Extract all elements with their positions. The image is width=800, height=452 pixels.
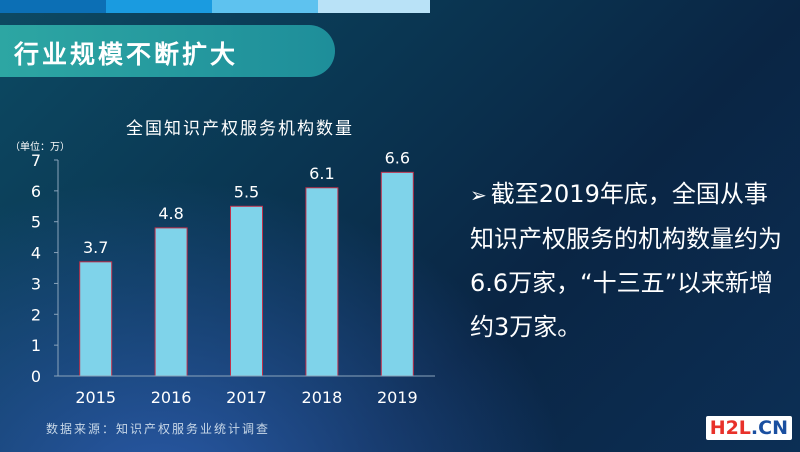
bar-2019: [380, 171, 414, 377]
data-source-note: 数据来源：知识产权服务业统计调查: [46, 422, 271, 436]
bar-2018: [305, 187, 339, 377]
x-tick-label-2016: 2016: [151, 388, 192, 407]
x-tick-label-2015: 2015: [75, 388, 116, 407]
y-tick-label: 3: [31, 274, 41, 293]
x-tick-label-2019: 2019: [377, 388, 418, 407]
data-label-2019: 6.6: [385, 148, 410, 167]
bar-chart: 全国知识产权服务机构数量 （单位：万） 0 1 2 3 4 5 6 7 3.7 4.8 5.5 6.…: [10, 119, 435, 407]
top-bar-segment-3: [212, 0, 318, 13]
data-label-2015: 3.7: [83, 238, 108, 257]
data-label-2018: 6.1: [309, 164, 334, 183]
arrow-bullet-icon: ➢: [470, 183, 487, 207]
x-axis: 2015 2016 2017 2018 2019: [58, 375, 435, 407]
y-tick-label: 5: [31, 213, 41, 232]
title-banner: [0, 25, 335, 77]
y-tick-label: 1: [31, 336, 41, 355]
slide-title: 行业规模不断扩大: [14, 40, 239, 69]
x-tick-label-2017: 2017: [226, 388, 267, 407]
y-tick-label: 6: [31, 182, 41, 201]
bar-2017: [230, 205, 263, 377]
top-bar-segment-4: [318, 0, 430, 13]
top-color-bar: [0, 0, 430, 13]
watermark-part-1: H2L: [709, 417, 751, 439]
y-axis: 0 1 2 3 4 5 6 7: [31, 151, 59, 386]
data-label-2016: 4.8: [158, 204, 183, 223]
bar-2016: [154, 227, 188, 377]
bars: 3.7 4.8 5.5 6.1 6.6: [79, 148, 414, 377]
y-tick-label: 7: [31, 151, 41, 170]
y-tick-label: 0: [31, 367, 41, 386]
chart-title: 全国知识产权服务机构数量: [126, 119, 354, 139]
bar-2015: [79, 261, 113, 377]
summary-text: 截至2019年底，全国从事知识产权服务的机构数量约为6.6万家，“十三五”以来新…: [470, 180, 782, 341]
top-bar-segment-1: [0, 0, 106, 13]
y-tick-label: 2: [31, 305, 41, 324]
x-tick-label-2018: 2018: [302, 388, 343, 407]
top-bar-segment-2: [106, 0, 212, 13]
summary-bullet: ➢ 截至2019年底，全国从事知识产权服务的机构数量约为6.6万家，“十三五”以来…: [470, 172, 790, 349]
data-label-2017: 5.5: [234, 182, 259, 201]
site-watermark-logo: H2L.CN: [705, 416, 792, 440]
y-axis-unit-label: （单位：万）: [10, 140, 70, 153]
y-tick-label: 4: [31, 244, 41, 263]
watermark-part-2: .CN: [750, 417, 788, 439]
